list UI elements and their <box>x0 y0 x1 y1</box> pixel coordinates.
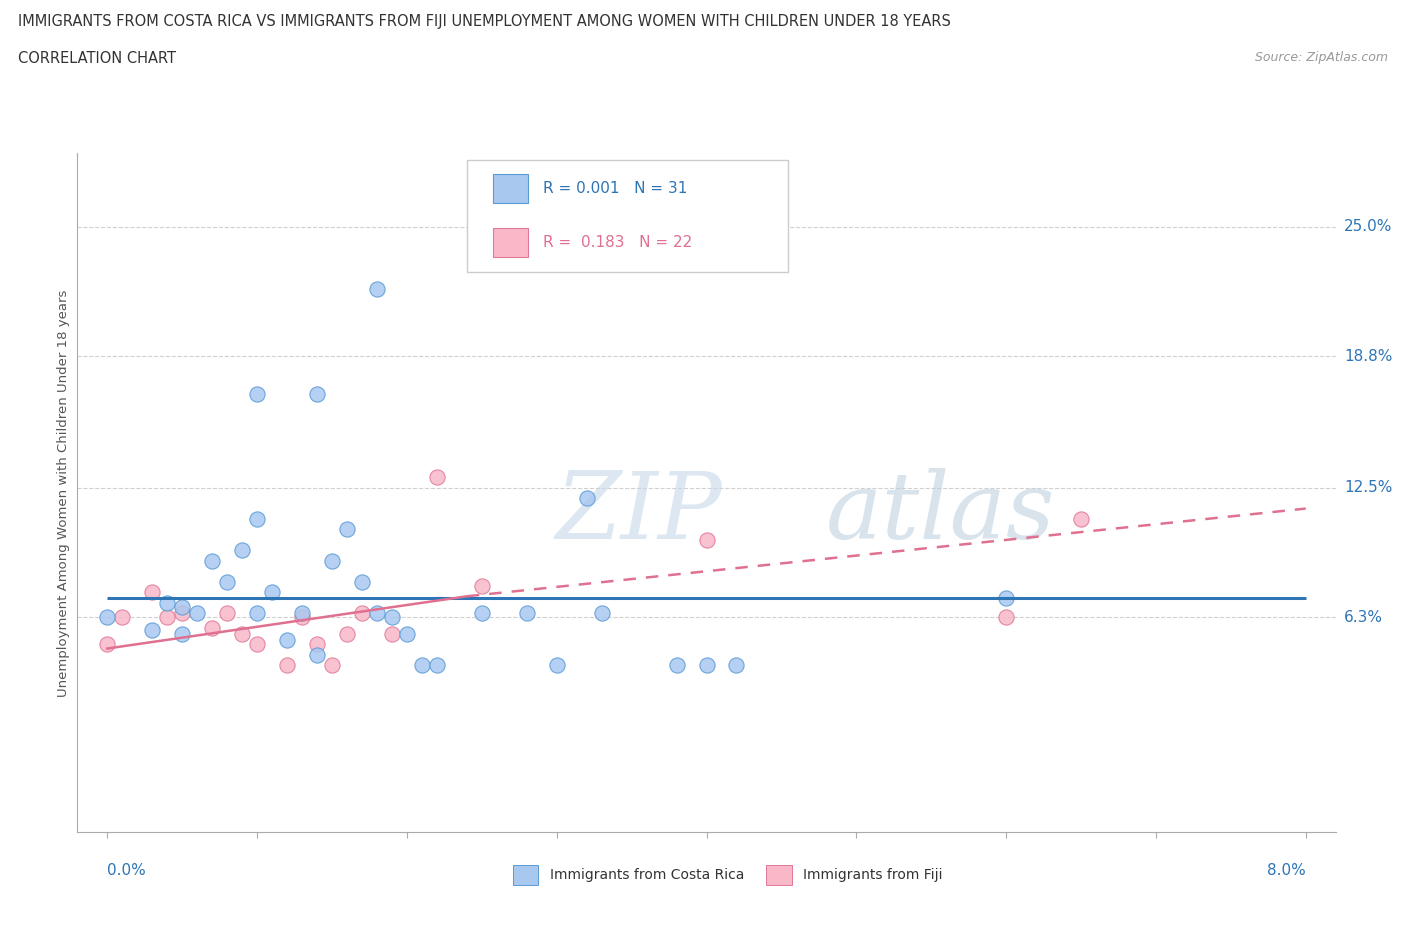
Point <box>217 574 239 589</box>
Point <box>366 605 388 620</box>
Point <box>156 610 179 625</box>
Point <box>696 658 718 672</box>
Point <box>546 658 568 672</box>
Point <box>231 627 253 642</box>
Point <box>381 627 404 642</box>
Point <box>291 610 314 625</box>
Text: IMMIGRANTS FROM COSTA RICA VS IMMIGRANTS FROM FIJI UNEMPLOYMENT AMONG WOMEN WITH: IMMIGRANTS FROM COSTA RICA VS IMMIGRANTS… <box>18 14 950 29</box>
Point <box>262 585 284 600</box>
Point <box>1070 512 1092 526</box>
Text: 25.0%: 25.0% <box>1344 219 1392 234</box>
Text: 12.5%: 12.5% <box>1344 480 1392 495</box>
Point <box>336 627 359 642</box>
Point <box>305 647 328 662</box>
Point <box>471 605 494 620</box>
Point <box>471 578 494 593</box>
Point <box>291 605 314 620</box>
Point <box>172 599 194 614</box>
Text: Immigrants from Fiji: Immigrants from Fiji <box>803 868 942 883</box>
Point <box>186 605 208 620</box>
Text: ZIP: ZIP <box>555 469 723 558</box>
Y-axis label: Unemployment Among Women with Children Under 18 years: Unemployment Among Women with Children U… <box>58 289 70 697</box>
Point <box>201 620 224 635</box>
Point <box>201 553 224 568</box>
Point <box>276 658 298 672</box>
Point <box>246 637 269 652</box>
Point <box>725 658 748 672</box>
FancyBboxPatch shape <box>467 160 789 272</box>
Point <box>141 622 163 637</box>
Point <box>321 553 343 568</box>
Point <box>96 637 118 652</box>
Bar <box>492 228 527 257</box>
Point <box>321 658 343 672</box>
Point <box>111 610 134 625</box>
Text: 8.0%: 8.0% <box>1267 863 1306 878</box>
Bar <box>766 865 792 885</box>
Point <box>665 658 688 672</box>
Point <box>995 591 1018 605</box>
Bar <box>513 865 538 885</box>
Point <box>276 632 298 647</box>
Text: 0.0%: 0.0% <box>107 863 146 878</box>
Point <box>172 605 194 620</box>
Point <box>366 282 388 297</box>
Text: atlas: atlas <box>827 469 1056 558</box>
Point <box>172 627 194 642</box>
Point <box>350 605 373 620</box>
Text: R =  0.183   N = 22: R = 0.183 N = 22 <box>543 235 692 250</box>
Text: CORRELATION CHART: CORRELATION CHART <box>18 51 176 66</box>
Point <box>156 595 179 610</box>
Point <box>995 610 1018 625</box>
Text: 6.3%: 6.3% <box>1344 610 1384 625</box>
Point <box>696 533 718 548</box>
Point <box>575 491 598 506</box>
Point <box>350 574 373 589</box>
Point <box>141 585 163 600</box>
Point <box>426 470 449 485</box>
Point <box>96 610 118 625</box>
Point <box>305 386 328 401</box>
Point <box>381 610 404 625</box>
Point <box>217 605 239 620</box>
Point <box>591 605 613 620</box>
Point <box>411 658 433 672</box>
Point <box>231 543 253 558</box>
Point <box>305 637 328 652</box>
Text: Immigrants from Costa Rica: Immigrants from Costa Rica <box>550 868 744 883</box>
Point <box>426 658 449 672</box>
Point <box>395 627 418 642</box>
Point <box>246 512 269 526</box>
Point <box>516 605 538 620</box>
Text: Source: ZipAtlas.com: Source: ZipAtlas.com <box>1254 51 1388 64</box>
Text: R = 0.001   N = 31: R = 0.001 N = 31 <box>543 181 688 196</box>
Point <box>336 522 359 537</box>
Bar <box>492 175 527 203</box>
Point <box>246 386 269 401</box>
Point <box>246 605 269 620</box>
Text: 18.8%: 18.8% <box>1344 349 1392 364</box>
